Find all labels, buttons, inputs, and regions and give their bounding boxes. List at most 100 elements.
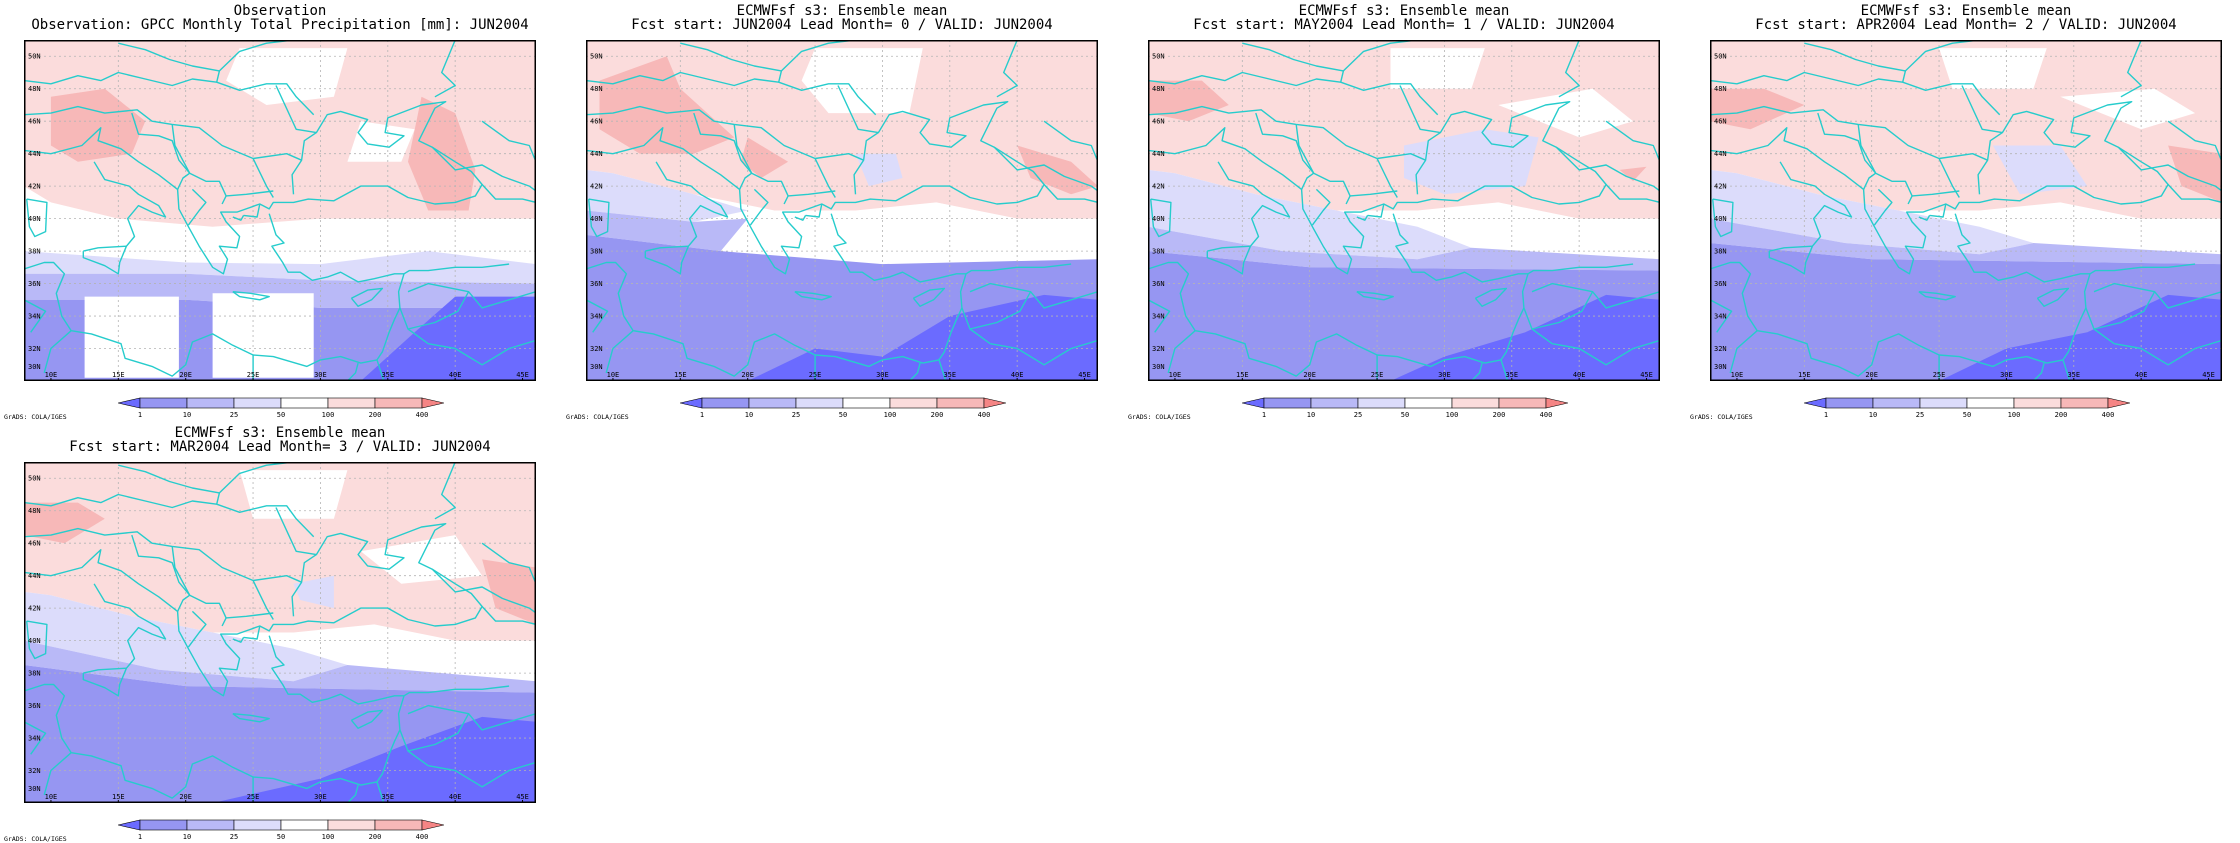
shaded-region-b_200_400 [599, 56, 735, 154]
colorbar-label: 200 [931, 411, 944, 419]
coastlines [1710, 40, 2222, 381]
y-tick-label: 40N [28, 637, 41, 645]
y-tick-label: 36N [1714, 280, 1727, 288]
map-panel-observation: Observation Observation: GPCC Monthly To… [0, 0, 560, 421]
shaded-region-b_50_100 [801, 48, 923, 114]
y-tick-label: 50N [28, 475, 41, 483]
colorbar-segment [1966, 397, 2015, 409]
x-tick-label: 30E [2000, 371, 2013, 379]
credit-label: GrADS: COLA/IGES [4, 413, 67, 421]
y-tick-label: 46N [28, 118, 41, 126]
map-frame [1710, 40, 2222, 381]
colorbar-segment [1919, 397, 1968, 409]
shaded-region-b_100_200 [1710, 40, 2222, 219]
credit-label: GrADS: COLA/IGES [566, 413, 629, 421]
y-tick-label: 40N [28, 215, 41, 223]
y-tick-label: 44N [1714, 150, 1727, 158]
credit-label: GrADS: COLA/IGES [1128, 413, 1191, 421]
colorbar-label: 200 [369, 833, 382, 841]
x-tick-label: 45E [2202, 371, 2215, 379]
y-tick-label: 40N [590, 215, 603, 223]
shaded-region-b_25_50 [24, 591, 348, 682]
colorbar-segment [186, 397, 235, 409]
map-panel-lead-3: ECMWFsf s3: Ensemble mean Fcst start: MA… [0, 422, 560, 843]
colorbar-segment [118, 397, 141, 409]
shaded-region-b_50_100 [239, 470, 348, 519]
colorbar-segment [2013, 397, 2062, 409]
shaded-region-b_200_400 [1148, 80, 1229, 122]
colorbar-segment [233, 819, 282, 831]
colorbar-segment [374, 397, 423, 409]
x-tick-label: 45E [516, 793, 529, 801]
shaded-region-b_25_50 [24, 251, 536, 284]
colorbar-segment [1263, 397, 1312, 409]
precipitation-map: 10E 15E 20E 25E 30E 35E 40E 45E 50N 48N 46N 44N 42N 4… [1148, 40, 1660, 381]
x-tick-label: 45E [1640, 371, 1653, 379]
graticule [24, 40, 536, 381]
y-tick-label: 48N [1714, 85, 1727, 93]
colorbar-label: 1 [1824, 411, 1828, 419]
y-tick-label: 48N [590, 85, 603, 93]
panel-subtitle: Fcst start: JUN2004 Lead Month= 0 / VALI… [631, 17, 1053, 33]
y-tick-label: 44N [1152, 150, 1165, 158]
shaded-region-b_50_100 [84, 296, 179, 378]
x-tick-label: 45E [516, 371, 529, 379]
y-tick-label: 46N [1152, 118, 1165, 126]
x-tick-label: 40E [2135, 371, 2148, 379]
colorbar-label: 200 [1493, 411, 1506, 419]
shaded-region-b_25_50 [1992, 145, 2088, 195]
colorbar: 1 10 25 50 100 200 400 [1242, 397, 1568, 419]
colorbar-segment [1804, 397, 1827, 409]
x-tick-label: 10E [1169, 371, 1182, 379]
colorbar: 1 10 25 50 100 200 400 [1804, 397, 2130, 419]
colorbar-segment [2107, 397, 2130, 409]
shaded-region-b_100_200 [1148, 40, 1660, 219]
shaded-region-b_200_400 [1619, 166, 1647, 182]
shaded-region-b_25_50 [293, 575, 334, 609]
colorbar-label: 400 [2102, 411, 2115, 419]
colorbar-segment [795, 397, 844, 409]
colorbar-label: 1 [138, 411, 142, 419]
colorbar-label: 400 [416, 411, 429, 419]
y-tick-label: 42N [1714, 183, 1727, 191]
x-tick-label: 15E [112, 371, 125, 379]
y-tick-label: 30N [590, 363, 603, 371]
y-tick-label: 38N [590, 248, 603, 256]
x-tick-label: 35E [381, 793, 394, 801]
credit-label: GrADS: COLA/IGES [4, 835, 67, 843]
coastlines [586, 40, 1098, 381]
y-tick-label: 44N [28, 572, 41, 580]
map-panel-lead-2: ECMWFsf s3: Ensemble mean Fcst start: AP… [1686, 0, 2240, 421]
y-tick-label: 44N [590, 150, 603, 158]
colorbar-label: 25 [792, 411, 800, 419]
x-tick-label: 30E [876, 371, 889, 379]
x-tick-label: 45E [1078, 371, 1091, 379]
colorbar-segment [1404, 397, 1453, 409]
shaded-region-b_lt_1 [1390, 294, 1660, 381]
colorbar-label: 100 [322, 833, 335, 841]
colorbar-segment [1872, 397, 1921, 409]
x-tick-label: 15E [674, 371, 687, 379]
panel-title: Observation [233, 3, 327, 19]
y-tick-label: 34N [28, 313, 41, 321]
colorbar-segment [374, 819, 423, 831]
colorbar-label: 50 [277, 833, 285, 841]
x-tick-label: 10E [607, 371, 620, 379]
y-tick-label: 38N [28, 248, 41, 256]
x-tick-label: 15E [1798, 371, 1811, 379]
panel-subtitle: Observation: GPCC Monthly Total Precipit… [31, 17, 529, 33]
x-tick-label: 10E [45, 793, 58, 801]
y-tick-label: 36N [1152, 280, 1165, 288]
x-tick-label: 10E [45, 371, 58, 379]
map-panel-lead-1: ECMWFsf s3: Ensemble mean Fcst start: MA… [1124, 0, 1684, 421]
shaded-region-b_200_400 [1017, 145, 1098, 195]
panel-title: ECMWFsf s3: Ensemble mean [174, 425, 386, 441]
colorbar-label: 400 [978, 411, 991, 419]
y-tick-label: 42N [28, 605, 41, 613]
colorbar-label: 100 [1446, 411, 1459, 419]
colorbar-label: 50 [1401, 411, 1409, 419]
colorbar-label: 100 [884, 411, 897, 419]
coastlines [24, 40, 536, 381]
y-tick-label: 32N [1714, 345, 1727, 353]
colorbar-segment [139, 397, 188, 409]
